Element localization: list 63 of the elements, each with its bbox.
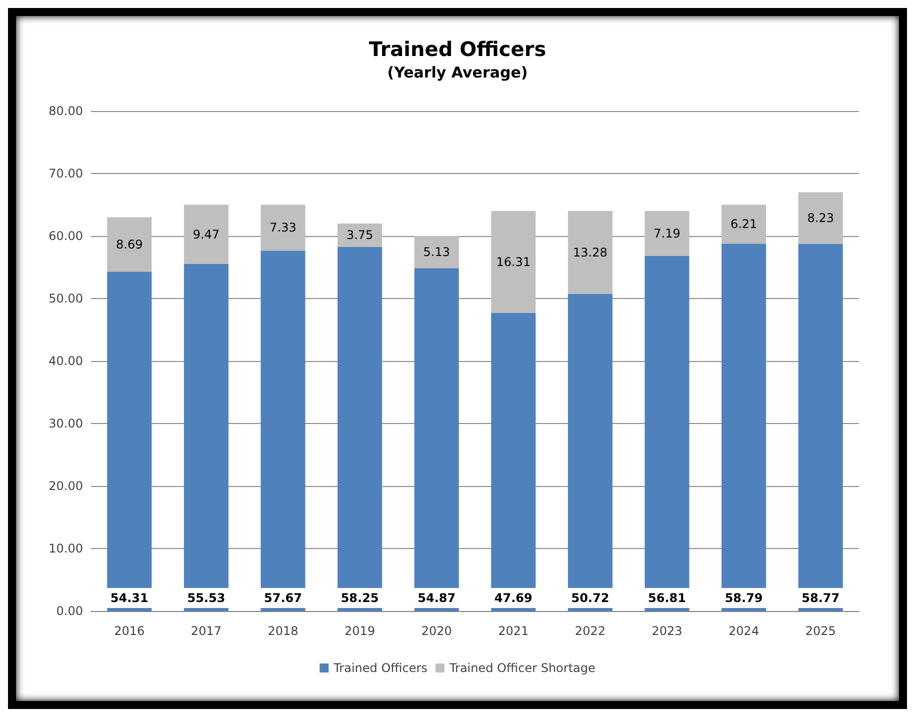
bar bbox=[414, 236, 459, 268]
chart-title: Trained Officers bbox=[368, 37, 546, 61]
data-label: 8.69 bbox=[116, 237, 143, 252]
y-tick-label: 30.00 bbox=[48, 416, 83, 430]
data-label: 6.21 bbox=[730, 217, 758, 232]
legend-label: Trained Officers bbox=[332, 661, 428, 675]
data-label: 58.77 bbox=[802, 591, 840, 605]
bar bbox=[414, 268, 459, 611]
data-label: 7.19 bbox=[654, 226, 680, 240]
bar bbox=[798, 244, 843, 611]
x-tick-label: 2020 bbox=[421, 624, 452, 638]
data-label: 3.75 bbox=[346, 228, 374, 242]
bar bbox=[491, 211, 536, 313]
bar bbox=[107, 272, 152, 611]
bar bbox=[644, 256, 690, 611]
x-tick-label: 2016 bbox=[114, 624, 145, 638]
bar bbox=[107, 217, 152, 272]
x-tick-label: 2018 bbox=[268, 624, 298, 638]
bar bbox=[644, 211, 690, 256]
x-tick-label: 2023 bbox=[652, 624, 682, 638]
bar bbox=[338, 224, 382, 247]
data-label: 55.53 bbox=[187, 591, 226, 605]
x-tick-label: 2022 bbox=[574, 624, 606, 638]
bar bbox=[568, 294, 612, 611]
bar bbox=[260, 204, 306, 251]
bar bbox=[722, 244, 766, 611]
bar bbox=[338, 246, 382, 611]
data-label: 54.87 bbox=[418, 591, 456, 605]
y-tick-label: 10.00 bbox=[48, 542, 83, 556]
bar bbox=[568, 211, 612, 294]
chart-subtitle: (Yearly Average) bbox=[387, 64, 528, 82]
y-tick-label: 80.00 bbox=[48, 104, 83, 118]
data-label: 58.25 bbox=[340, 591, 379, 605]
x-tick-label: 2019 bbox=[344, 624, 376, 638]
y-tick-label: 50.00 bbox=[48, 292, 83, 306]
x-tick-label: 2017 bbox=[190, 624, 222, 638]
bar bbox=[184, 204, 228, 264]
y-tick-label: 70.00 bbox=[48, 166, 83, 180]
data-label: 54.31 bbox=[110, 591, 148, 605]
data-label: 7.33 bbox=[270, 220, 296, 235]
legend-label: Trained Officer Shortage bbox=[448, 661, 596, 675]
data-label: 50.72 bbox=[571, 591, 610, 605]
bar bbox=[491, 312, 536, 611]
y-tick-label: 40.00 bbox=[48, 354, 83, 368]
x-tick-label: 2021 bbox=[498, 624, 529, 638]
data-label: 8.23 bbox=[807, 210, 834, 225]
data-label: 58.79 bbox=[724, 591, 763, 605]
x-tick-label: 2024 bbox=[728, 624, 760, 638]
y-tick-label: 60.00 bbox=[48, 229, 83, 243]
bar bbox=[722, 204, 766, 244]
data-label: 56.81 bbox=[648, 591, 686, 605]
data-label: 5.13 bbox=[423, 245, 450, 260]
x-tick-label: 2025 bbox=[805, 624, 836, 638]
data-label: 57.67 bbox=[264, 591, 302, 605]
y-tick-label: 20.00 bbox=[48, 479, 83, 493]
bar bbox=[798, 192, 843, 244]
data-label: 16.31 bbox=[496, 254, 531, 269]
data-label: 47.69 bbox=[494, 591, 532, 605]
data-label: 13.28 bbox=[573, 246, 608, 260]
bar bbox=[260, 250, 306, 611]
bar bbox=[184, 264, 228, 611]
y-tick-label: 0.00 bbox=[56, 604, 83, 618]
data-label: 9.47 bbox=[192, 227, 220, 242]
